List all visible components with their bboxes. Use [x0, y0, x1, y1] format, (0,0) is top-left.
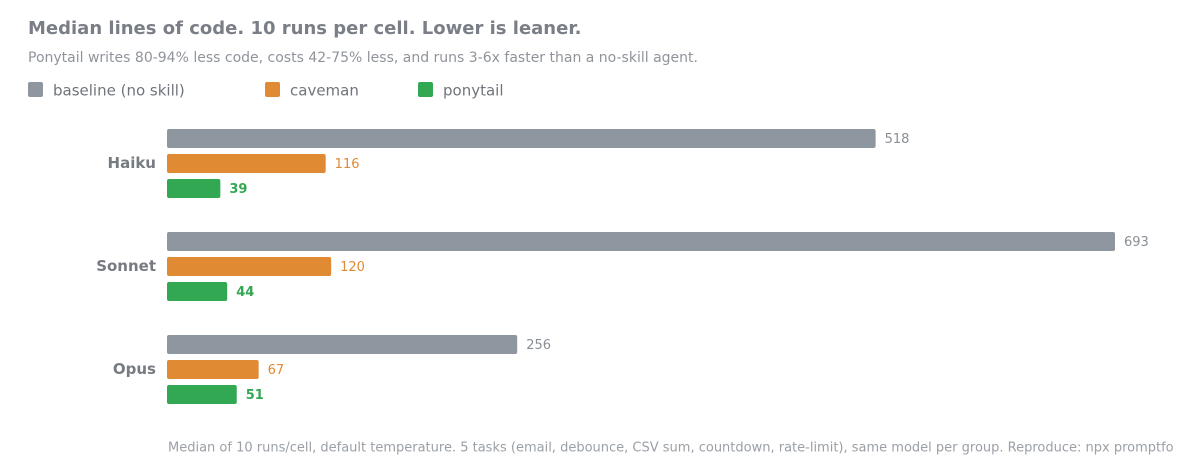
value-label: 51	[246, 388, 264, 403]
bar	[167, 154, 326, 173]
bar	[167, 232, 1115, 251]
value-label: 39	[229, 182, 247, 197]
category-label: Haiku	[108, 154, 156, 172]
bar	[167, 335, 518, 354]
chart-title: Median lines of code. 10 runs per cell. …	[28, 18, 581, 39]
value-label: 120	[340, 260, 365, 275]
chart-subtitle: Ponytail writes 80-94% less code, costs …	[28, 50, 698, 66]
legend-label: ponytail	[443, 82, 504, 100]
legend-label: baseline (no skill)	[53, 82, 185, 100]
legend-swatch	[28, 82, 43, 97]
value-label: 256	[526, 338, 551, 353]
legend-label: caveman	[290, 82, 359, 100]
category-label: Opus	[113, 360, 156, 378]
value-label: 44	[236, 285, 254, 300]
value-label: 693	[1124, 235, 1149, 250]
value-label: 67	[268, 363, 285, 378]
bar	[167, 282, 228, 301]
value-label: 518	[885, 132, 910, 147]
bar	[167, 257, 332, 276]
bar	[167, 360, 259, 379]
bar	[167, 385, 237, 404]
category-label: Sonnet	[96, 257, 156, 275]
footnote: Median of 10 runs/cell, default temperat…	[168, 441, 1174, 456]
bar	[167, 129, 876, 148]
legend-swatch	[265, 82, 280, 97]
bar	[167, 179, 221, 198]
value-label: 116	[335, 157, 360, 172]
legend-swatch	[418, 82, 433, 97]
